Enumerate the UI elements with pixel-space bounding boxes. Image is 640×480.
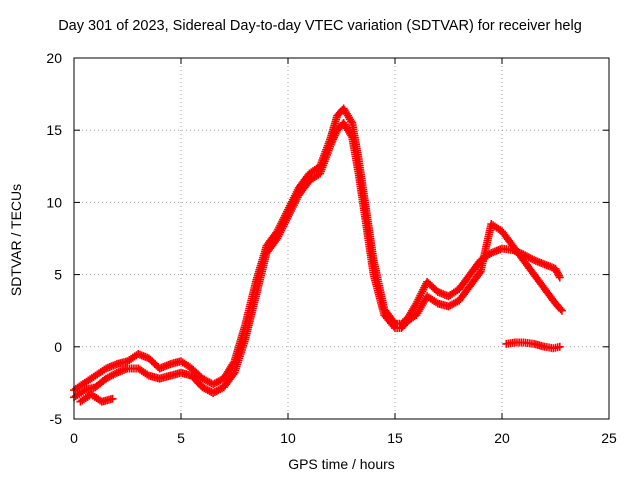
x-tick-label: 20 (494, 430, 510, 446)
data-marker (475, 269, 484, 278)
data-layer (70, 104, 566, 406)
data-marker (432, 298, 441, 307)
chart-title: Day 301 of 2023, Sidereal Day-to-day VTE… (58, 18, 582, 34)
y-tick-label: 20 (46, 50, 62, 66)
x-axis-label: GPS time / hours (288, 456, 395, 472)
y-tick-label: 15 (46, 122, 62, 138)
data-marker (143, 370, 152, 379)
plot-frame (73, 57, 610, 420)
data-marker (330, 131, 339, 140)
data-marker (327, 138, 336, 147)
x-tick-label: 25 (601, 430, 617, 446)
data-point (555, 273, 564, 282)
data-marker (347, 131, 356, 140)
data-marker (556, 305, 565, 314)
data-marker (229, 370, 238, 379)
tick-layer: 0 5 10 15 20 25 -5 0 5 10 15 20 (46, 50, 617, 446)
x-tick-label: 5 (177, 430, 185, 446)
data-marker (554, 271, 563, 280)
data-point (555, 342, 564, 351)
data-marker (528, 255, 537, 264)
data-series (76, 390, 117, 406)
y-tick-label: 5 (54, 267, 62, 283)
data-point (326, 140, 335, 149)
data-series (502, 338, 564, 353)
data-series (70, 118, 566, 402)
data-marker (328, 137, 337, 146)
data-marker (78, 387, 87, 396)
y-tick-label: 0 (54, 339, 62, 355)
data-point (108, 394, 117, 403)
data-point (557, 306, 566, 315)
y-axis-label: SDTVAR / TECUs (8, 183, 24, 297)
x-tick-label: 10 (280, 430, 296, 446)
x-tick-label: 15 (387, 430, 403, 446)
data-marker (347, 117, 356, 126)
x-tick-label: 0 (70, 430, 78, 446)
data-marker (331, 129, 340, 138)
data-marker (329, 135, 338, 144)
y-tick-label: 10 (46, 194, 62, 210)
y-tick-label: -5 (50, 411, 63, 427)
data-marker (330, 133, 339, 142)
data-marker (111, 369, 120, 378)
data-marker (389, 322, 398, 331)
